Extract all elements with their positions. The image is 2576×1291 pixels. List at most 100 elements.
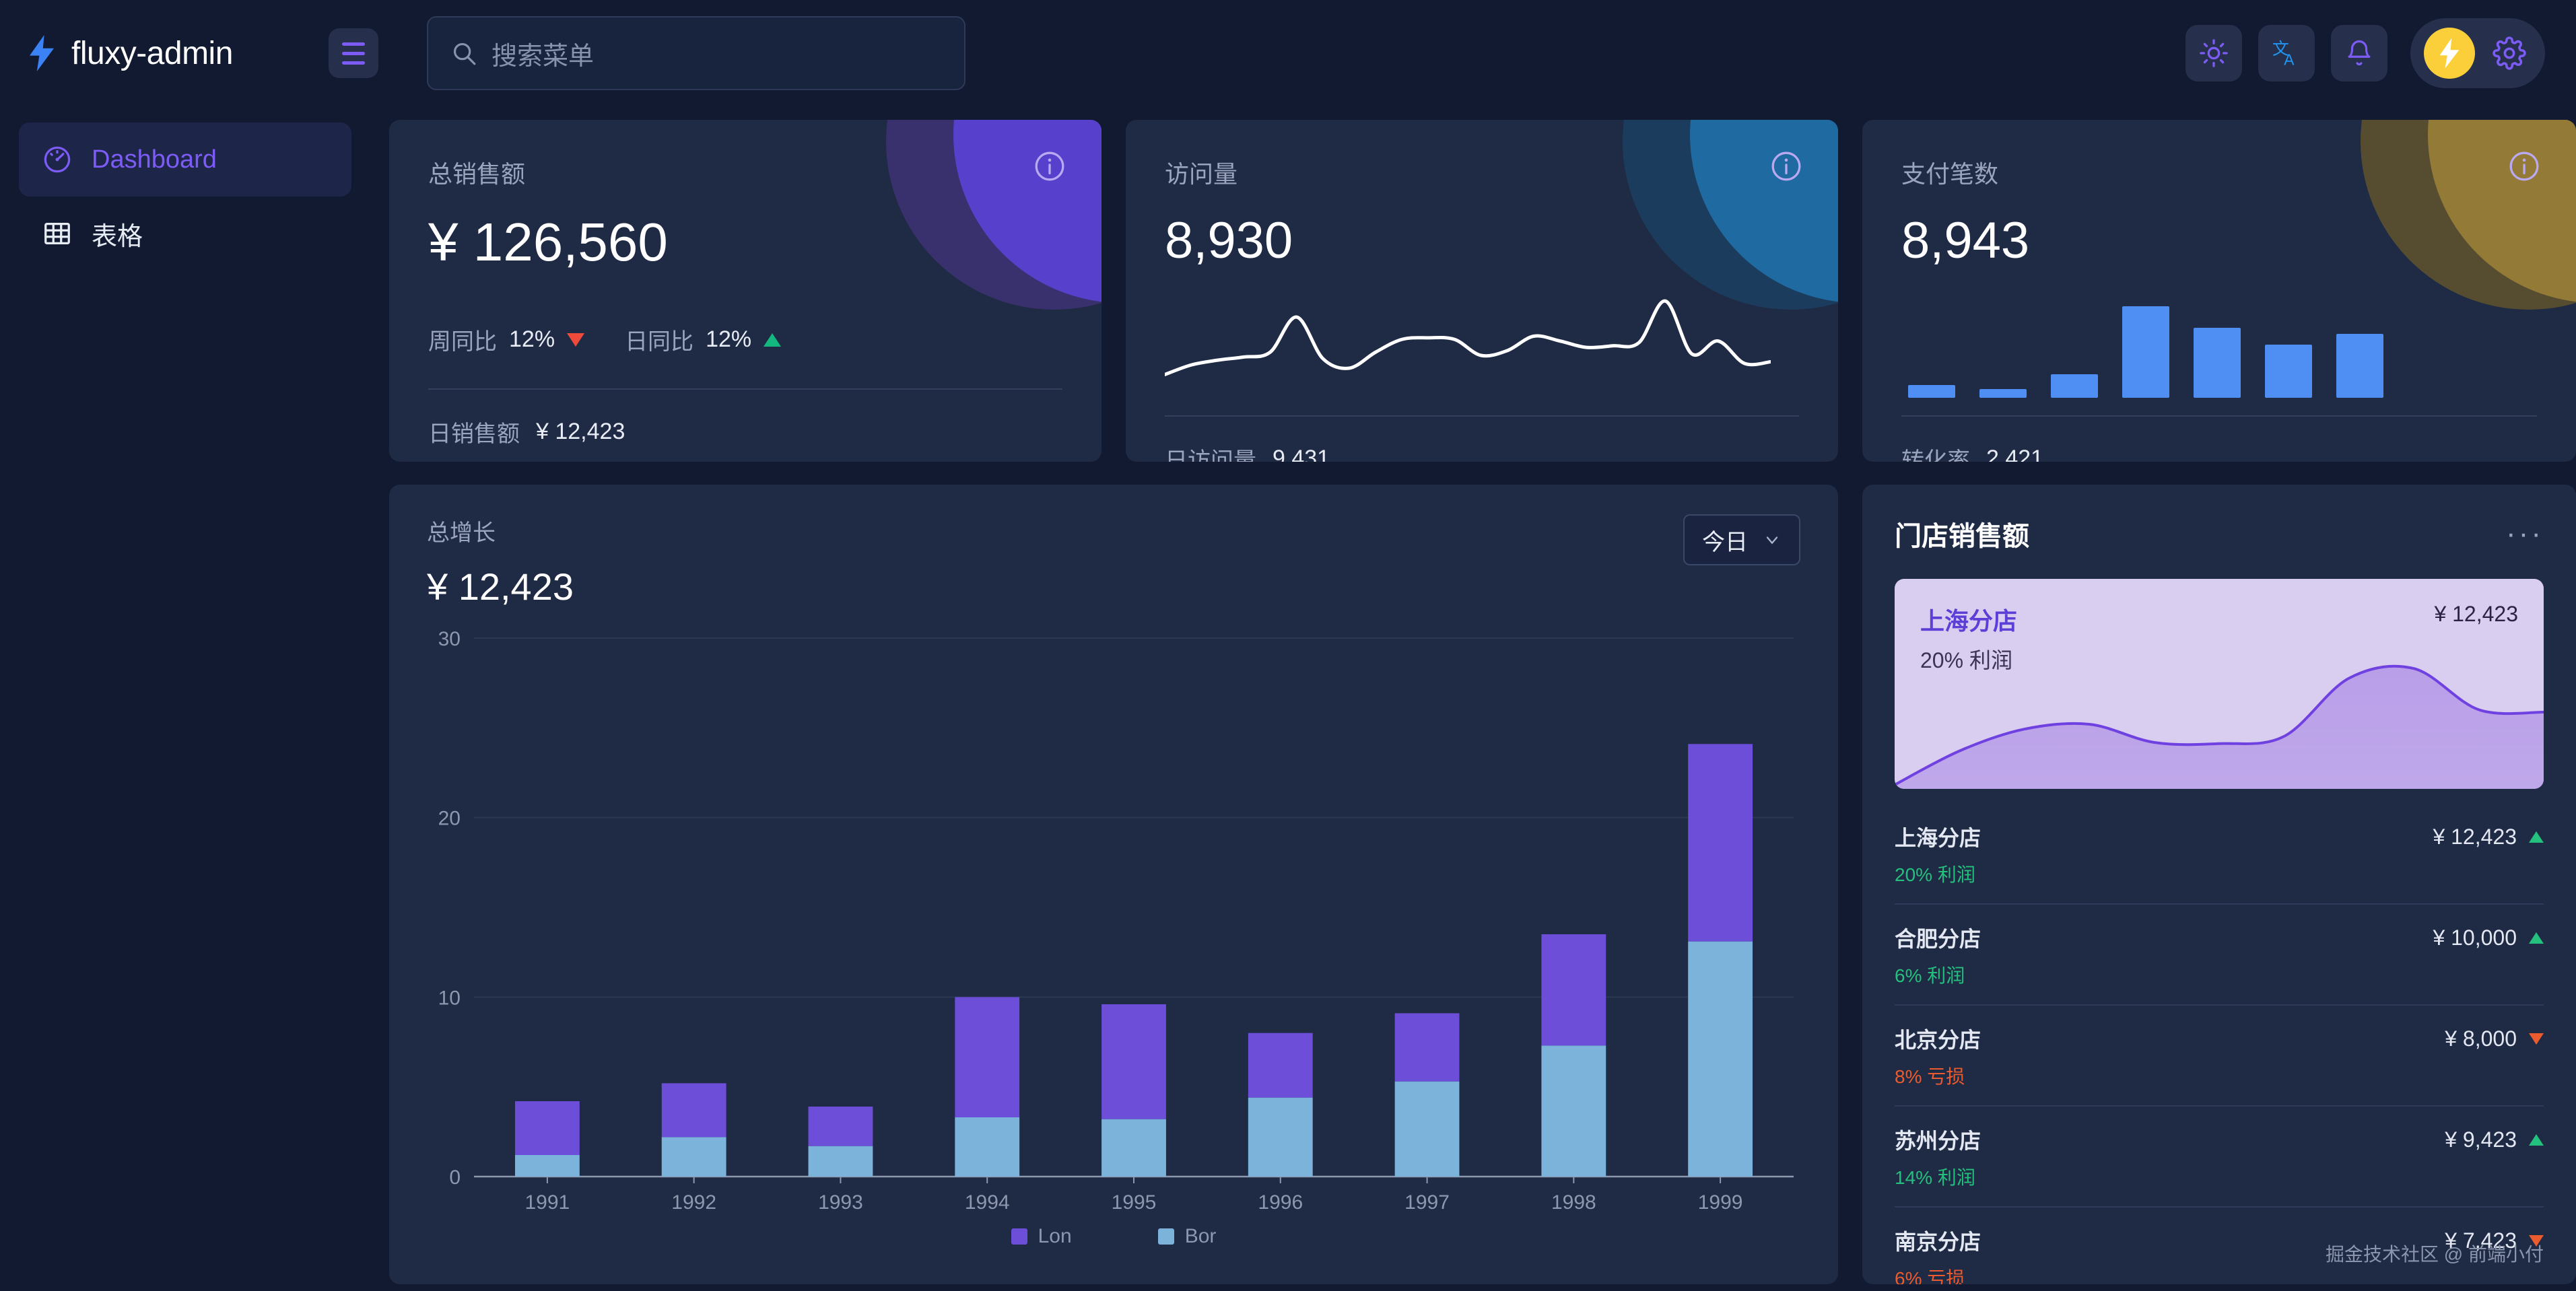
- trend-row: 周同比 12% 日同比 12%: [428, 323, 1062, 356]
- stat-card-value: ¥ 126,560: [428, 212, 668, 272]
- store-row-right: ¥ 7,423: [2445, 1228, 2544, 1253]
- featured-store-card[interactable]: 上海分店 ¥ 12,423 20% 利润: [1895, 579, 2544, 789]
- sparkline-svg: [1163, 299, 1773, 376]
- info-icon[interactable]: [1033, 149, 1066, 183]
- store-row-right: ¥ 8,000: [2445, 1026, 2544, 1051]
- footer-value: 9,431: [1273, 446, 1330, 462]
- search-input[interactable]: 搜索菜单: [427, 16, 965, 90]
- legend-item-bor[interactable]: Bor: [1157, 1225, 1216, 1248]
- legend-swatch: [1157, 1228, 1174, 1245]
- minibar: [2122, 306, 2169, 398]
- bar-segment-lon: [514, 1101, 580, 1155]
- bar-segment-lon: [955, 997, 1020, 1117]
- trend-up-icon: [2529, 932, 2544, 944]
- store-amount: ¥ 7,423: [2445, 1228, 2517, 1253]
- footer-label: 日销售额: [428, 421, 520, 447]
- store-list-item[interactable]: 上海分店 ¥ 12,423 20% 利润: [1895, 804, 2544, 903]
- growth-header: 总增长 ¥ 12,423 今日: [427, 514, 1800, 608]
- bar-segment-lon: [1688, 744, 1753, 942]
- trend-value: 12%: [706, 326, 752, 352]
- divider: [1901, 415, 2537, 417]
- store-name: 上海分店: [1895, 826, 1981, 850]
- stat-card-footer: 日访问量 9,431: [1165, 442, 1799, 462]
- x-axis-tick-label: 1996: [1258, 1191, 1303, 1214]
- minibar: [1979, 389, 2027, 398]
- chart-legend: Lon Bor: [427, 1225, 1800, 1248]
- bar-segment-bor: [1248, 1097, 1313, 1177]
- store-list-item[interactable]: 合肥分店 ¥ 10,000 6% 利润: [1895, 903, 2544, 1004]
- x-axis-tick-label: 1995: [1112, 1191, 1157, 1214]
- gear-icon[interactable]: [2493, 36, 2526, 70]
- period-select[interactable]: 今日: [1683, 514, 1800, 565]
- visits-sparkline-chart: [1163, 295, 1799, 396]
- store-row-main: 南京分店 ¥ 7,423: [1895, 1225, 2544, 1256]
- x-axis-tick-label: 1994: [965, 1191, 1010, 1214]
- info-icon[interactable]: [1769, 149, 1803, 183]
- trend-label: 日同比: [625, 329, 694, 355]
- theme-toggle-button[interactable]: [2185, 25, 2242, 81]
- sidebar-item-dashboard[interactable]: Dashboard: [19, 123, 351, 197]
- trend-value: 12%: [509, 326, 555, 352]
- sidebar: Dashboard 表格: [0, 106, 378, 1291]
- svg-text:文: 文: [2272, 40, 2289, 59]
- app-header: fluxy-admin 搜索菜单 文 A: [0, 0, 2576, 106]
- x-axis-tick-label: 1998: [1551, 1191, 1596, 1214]
- hamburger-bar: [342, 42, 365, 46]
- sidebar-item-table[interactable]: 表格: [19, 197, 351, 271]
- store-list-item[interactable]: 苏州分店 ¥ 9,423 14% 利润: [1895, 1105, 2544, 1206]
- stat-card-title: 访问量: [1165, 160, 1238, 188]
- menu-toggle-button[interactable]: [329, 28, 378, 78]
- hamburger-bar: [342, 61, 365, 65]
- brand-name: fluxy-admin: [71, 35, 233, 71]
- bar-segment-bor: [661, 1137, 726, 1177]
- trend-daily: 日同比 12%: [625, 323, 782, 356]
- store-row-main: 上海分店 ¥ 12,423: [1895, 821, 2544, 852]
- store-list-item[interactable]: 南京分店 ¥ 7,423 6% 亏损: [1895, 1206, 2544, 1284]
- minibar: [2051, 374, 2098, 398]
- more-options-button[interactable]: ···: [2506, 517, 2544, 550]
- bar-segment-lon: [1101, 1004, 1166, 1119]
- notifications-button[interactable]: [2331, 25, 2387, 81]
- sidebar-item-label: 表格: [92, 222, 143, 251]
- store-row-main: 北京分店 ¥ 8,000: [1895, 1023, 2544, 1054]
- minibar: [2336, 334, 2383, 398]
- store-profit-label: 20% 利润: [1895, 864, 1975, 885]
- info-icon[interactable]: [2507, 149, 2541, 183]
- legend-item-lon[interactable]: Lon: [1011, 1225, 1072, 1248]
- store-card-title: 门店销售额: [1895, 522, 2029, 551]
- bell-icon: [2348, 40, 2371, 66]
- brand-block: fluxy-admin: [0, 35, 323, 72]
- store-list-item[interactable]: 北京分店 ¥ 8,000 8% 亏损: [1895, 1004, 2544, 1105]
- footer-label: 转化率: [1901, 448, 1970, 462]
- bar-segment-bor: [1541, 1045, 1606, 1177]
- growth-title: 总增长: [427, 520, 496, 546]
- bar-segment-bor: [1101, 1119, 1166, 1177]
- stat-card-visits: 访问量 8,930 日访问量 9,431: [1126, 120, 1838, 462]
- sidebar-item-label: Dashboard: [92, 145, 217, 174]
- stat-card-total-sales: 总销售额 ¥ 126,560 周同比 12% 日同比 12% 日销售额 ¥ 12…: [389, 120, 1101, 462]
- stat-card-value: 8,930: [1165, 212, 1293, 269]
- bar-segment-bor: [808, 1146, 873, 1177]
- featured-store-name: 上海分店: [1920, 607, 2018, 635]
- store-row-main: 合肥分店 ¥ 10,000: [1895, 922, 2544, 953]
- divider: [1165, 415, 1799, 417]
- bottom-row: 总增长 ¥ 12,423 今日 0 10 20 30 1991 1992 1993 1994 1…: [389, 485, 2576, 1284]
- y-axis-tick-label: 10: [438, 987, 461, 1009]
- store-name: 南京分店: [1895, 1230, 1981, 1254]
- stat-card-title: 支付笔数: [1901, 160, 1999, 188]
- avatar[interactable]: [2424, 28, 2475, 79]
- bar-segment-bor: [1394, 1081, 1460, 1177]
- translate-icon: 文 A: [2272, 40, 2295, 68]
- language-switch-button[interactable]: 文 A: [2258, 25, 2315, 81]
- user-menu[interactable]: [2410, 18, 2545, 88]
- app-logo-bolt-icon: [30, 35, 54, 71]
- search-placeholder: 搜索菜单: [492, 42, 595, 71]
- store-sales-card: 门店销售额 ··· 上海分店 ¥ 12,423 20% 利润: [1862, 485, 2576, 1284]
- x-axis-tick-label: 1992: [671, 1191, 716, 1214]
- trend-up-icon: [2529, 1133, 2544, 1146]
- store-row-right: ¥ 10,000: [2433, 926, 2544, 950]
- store-amount: ¥ 12,423: [2433, 824, 2517, 849]
- store-profit-label: 8% 亏损: [1895, 1066, 1965, 1087]
- bar-segment-lon: [661, 1083, 726, 1138]
- bar-segment-lon: [1394, 1013, 1460, 1082]
